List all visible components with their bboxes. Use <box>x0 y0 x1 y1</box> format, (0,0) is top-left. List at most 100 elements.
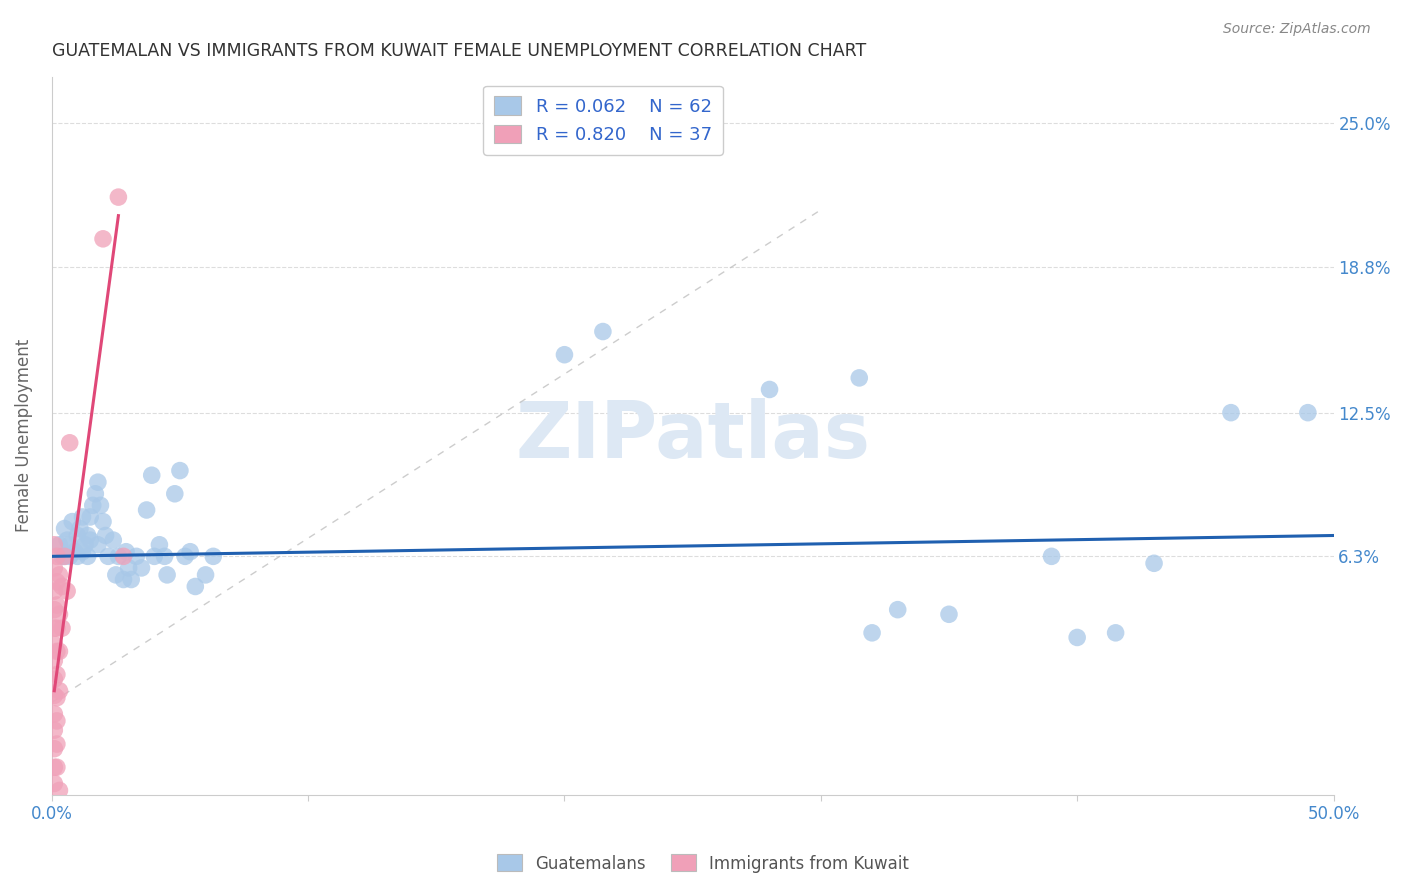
Point <box>1296 406 1319 420</box>
Point <box>131 561 153 575</box>
Point <box>72 510 94 524</box>
Point <box>44 584 66 599</box>
Point <box>1220 406 1243 420</box>
Point <box>45 574 67 589</box>
Point <box>53 549 76 564</box>
Point <box>45 644 67 658</box>
Point <box>115 545 138 559</box>
Point <box>169 464 191 478</box>
Point <box>44 723 66 738</box>
Point <box>97 549 120 564</box>
Point <box>75 538 97 552</box>
Point <box>45 598 67 612</box>
Point <box>107 549 129 564</box>
Point <box>135 503 157 517</box>
Point <box>44 621 66 635</box>
Point <box>141 468 163 483</box>
Point <box>45 549 67 564</box>
Point <box>1104 625 1126 640</box>
Point <box>45 690 67 705</box>
Point <box>174 549 197 564</box>
Point <box>48 683 70 698</box>
Point <box>44 689 66 703</box>
Point <box>76 549 98 564</box>
Point <box>44 561 66 575</box>
Point <box>51 621 73 635</box>
Point <box>143 549 166 564</box>
Point <box>148 538 170 552</box>
Point <box>91 232 114 246</box>
Point <box>79 510 101 524</box>
Point <box>69 522 91 536</box>
Point <box>59 549 82 564</box>
Point <box>91 515 114 529</box>
Point <box>48 538 70 552</box>
Text: Source: ZipAtlas.com: Source: ZipAtlas.com <box>1223 22 1371 37</box>
Point <box>51 579 73 593</box>
Point <box>44 706 66 721</box>
Point <box>44 741 66 756</box>
Text: ZIPatlas: ZIPatlas <box>515 398 870 474</box>
Point <box>82 499 104 513</box>
Point <box>1143 557 1166 571</box>
Point <box>48 607 70 622</box>
Point <box>45 621 67 635</box>
Point <box>194 567 217 582</box>
Point <box>153 549 176 564</box>
Point <box>202 549 225 564</box>
Point <box>56 584 79 599</box>
Point <box>60 515 83 529</box>
Point <box>1066 631 1088 645</box>
Point <box>860 625 883 640</box>
Point <box>125 549 148 564</box>
Point <box>45 667 67 681</box>
Point <box>179 545 201 559</box>
Point <box>163 487 186 501</box>
Legend: R = 0.062    N = 62, R = 0.820    N = 37: R = 0.062 N = 62, R = 0.820 N = 37 <box>484 86 723 155</box>
Point <box>56 533 79 548</box>
Point <box>938 607 960 622</box>
Point <box>107 190 129 204</box>
Text: GUATEMALAN VS IMMIGRANTS FROM KUWAIT FEMALE UNEMPLOYMENT CORRELATION CHART: GUATEMALAN VS IMMIGRANTS FROM KUWAIT FEM… <box>52 42 866 60</box>
Point <box>553 348 575 362</box>
Point <box>53 522 76 536</box>
Point <box>848 371 870 385</box>
Point <box>112 573 135 587</box>
Point <box>89 499 111 513</box>
Point <box>76 528 98 542</box>
Point <box>44 538 66 552</box>
Point <box>48 783 70 797</box>
Point <box>44 654 66 668</box>
Point <box>118 561 141 575</box>
Point <box>66 528 89 542</box>
Point <box>758 383 780 397</box>
Point <box>103 533 125 548</box>
Point <box>886 602 908 616</box>
Point <box>1040 549 1063 564</box>
Y-axis label: Female Unemployment: Female Unemployment <box>15 339 32 533</box>
Point <box>87 538 110 552</box>
Point <box>72 545 94 559</box>
Point <box>44 760 66 774</box>
Point <box>59 435 82 450</box>
Point <box>79 533 101 548</box>
Point <box>44 776 66 790</box>
Point <box>45 714 67 728</box>
Point <box>48 644 70 658</box>
Point <box>84 487 107 501</box>
Point <box>44 637 66 651</box>
Point <box>45 737 67 751</box>
Legend: Guatemalans, Immigrants from Kuwait: Guatemalans, Immigrants from Kuwait <box>491 847 915 880</box>
Point <box>156 567 179 582</box>
Point <box>112 549 135 564</box>
Point <box>53 549 76 564</box>
Point <box>120 573 142 587</box>
Point <box>48 567 70 582</box>
Point <box>63 545 86 559</box>
Point <box>44 672 66 686</box>
Point <box>104 567 127 582</box>
Point <box>45 760 67 774</box>
Point <box>66 549 89 564</box>
Point <box>51 549 73 564</box>
Point <box>44 602 66 616</box>
